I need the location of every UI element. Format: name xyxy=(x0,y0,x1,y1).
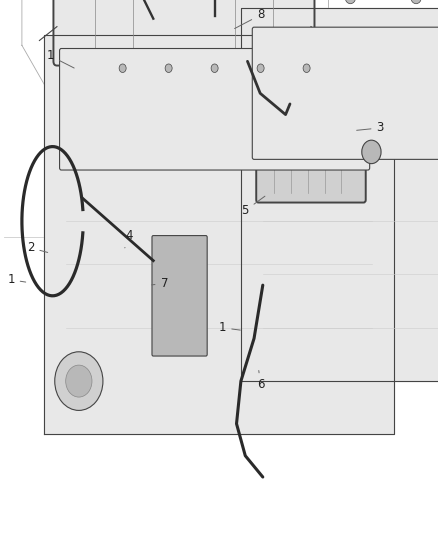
Text: 4: 4 xyxy=(125,229,133,248)
Circle shape xyxy=(303,64,310,72)
Circle shape xyxy=(119,64,126,72)
Text: 1: 1 xyxy=(7,273,26,286)
FancyBboxPatch shape xyxy=(60,49,370,170)
Circle shape xyxy=(345,0,356,4)
Polygon shape xyxy=(241,8,438,381)
Text: 3: 3 xyxy=(357,122,384,134)
Text: 1: 1 xyxy=(219,321,240,334)
FancyBboxPatch shape xyxy=(256,101,366,203)
Text: 7: 7 xyxy=(152,277,168,290)
Text: 1: 1 xyxy=(46,50,74,68)
Text: 8: 8 xyxy=(235,9,264,29)
Circle shape xyxy=(257,64,264,72)
Polygon shape xyxy=(44,35,394,434)
Text: 2: 2 xyxy=(27,241,48,254)
FancyBboxPatch shape xyxy=(53,0,314,66)
Circle shape xyxy=(411,0,421,4)
FancyBboxPatch shape xyxy=(152,236,207,356)
Text: 5: 5 xyxy=(242,196,265,217)
Circle shape xyxy=(66,365,92,397)
Circle shape xyxy=(211,64,218,72)
Circle shape xyxy=(362,140,381,164)
FancyBboxPatch shape xyxy=(252,27,438,159)
Text: 6: 6 xyxy=(257,370,265,391)
Circle shape xyxy=(55,352,103,410)
Circle shape xyxy=(165,64,172,72)
